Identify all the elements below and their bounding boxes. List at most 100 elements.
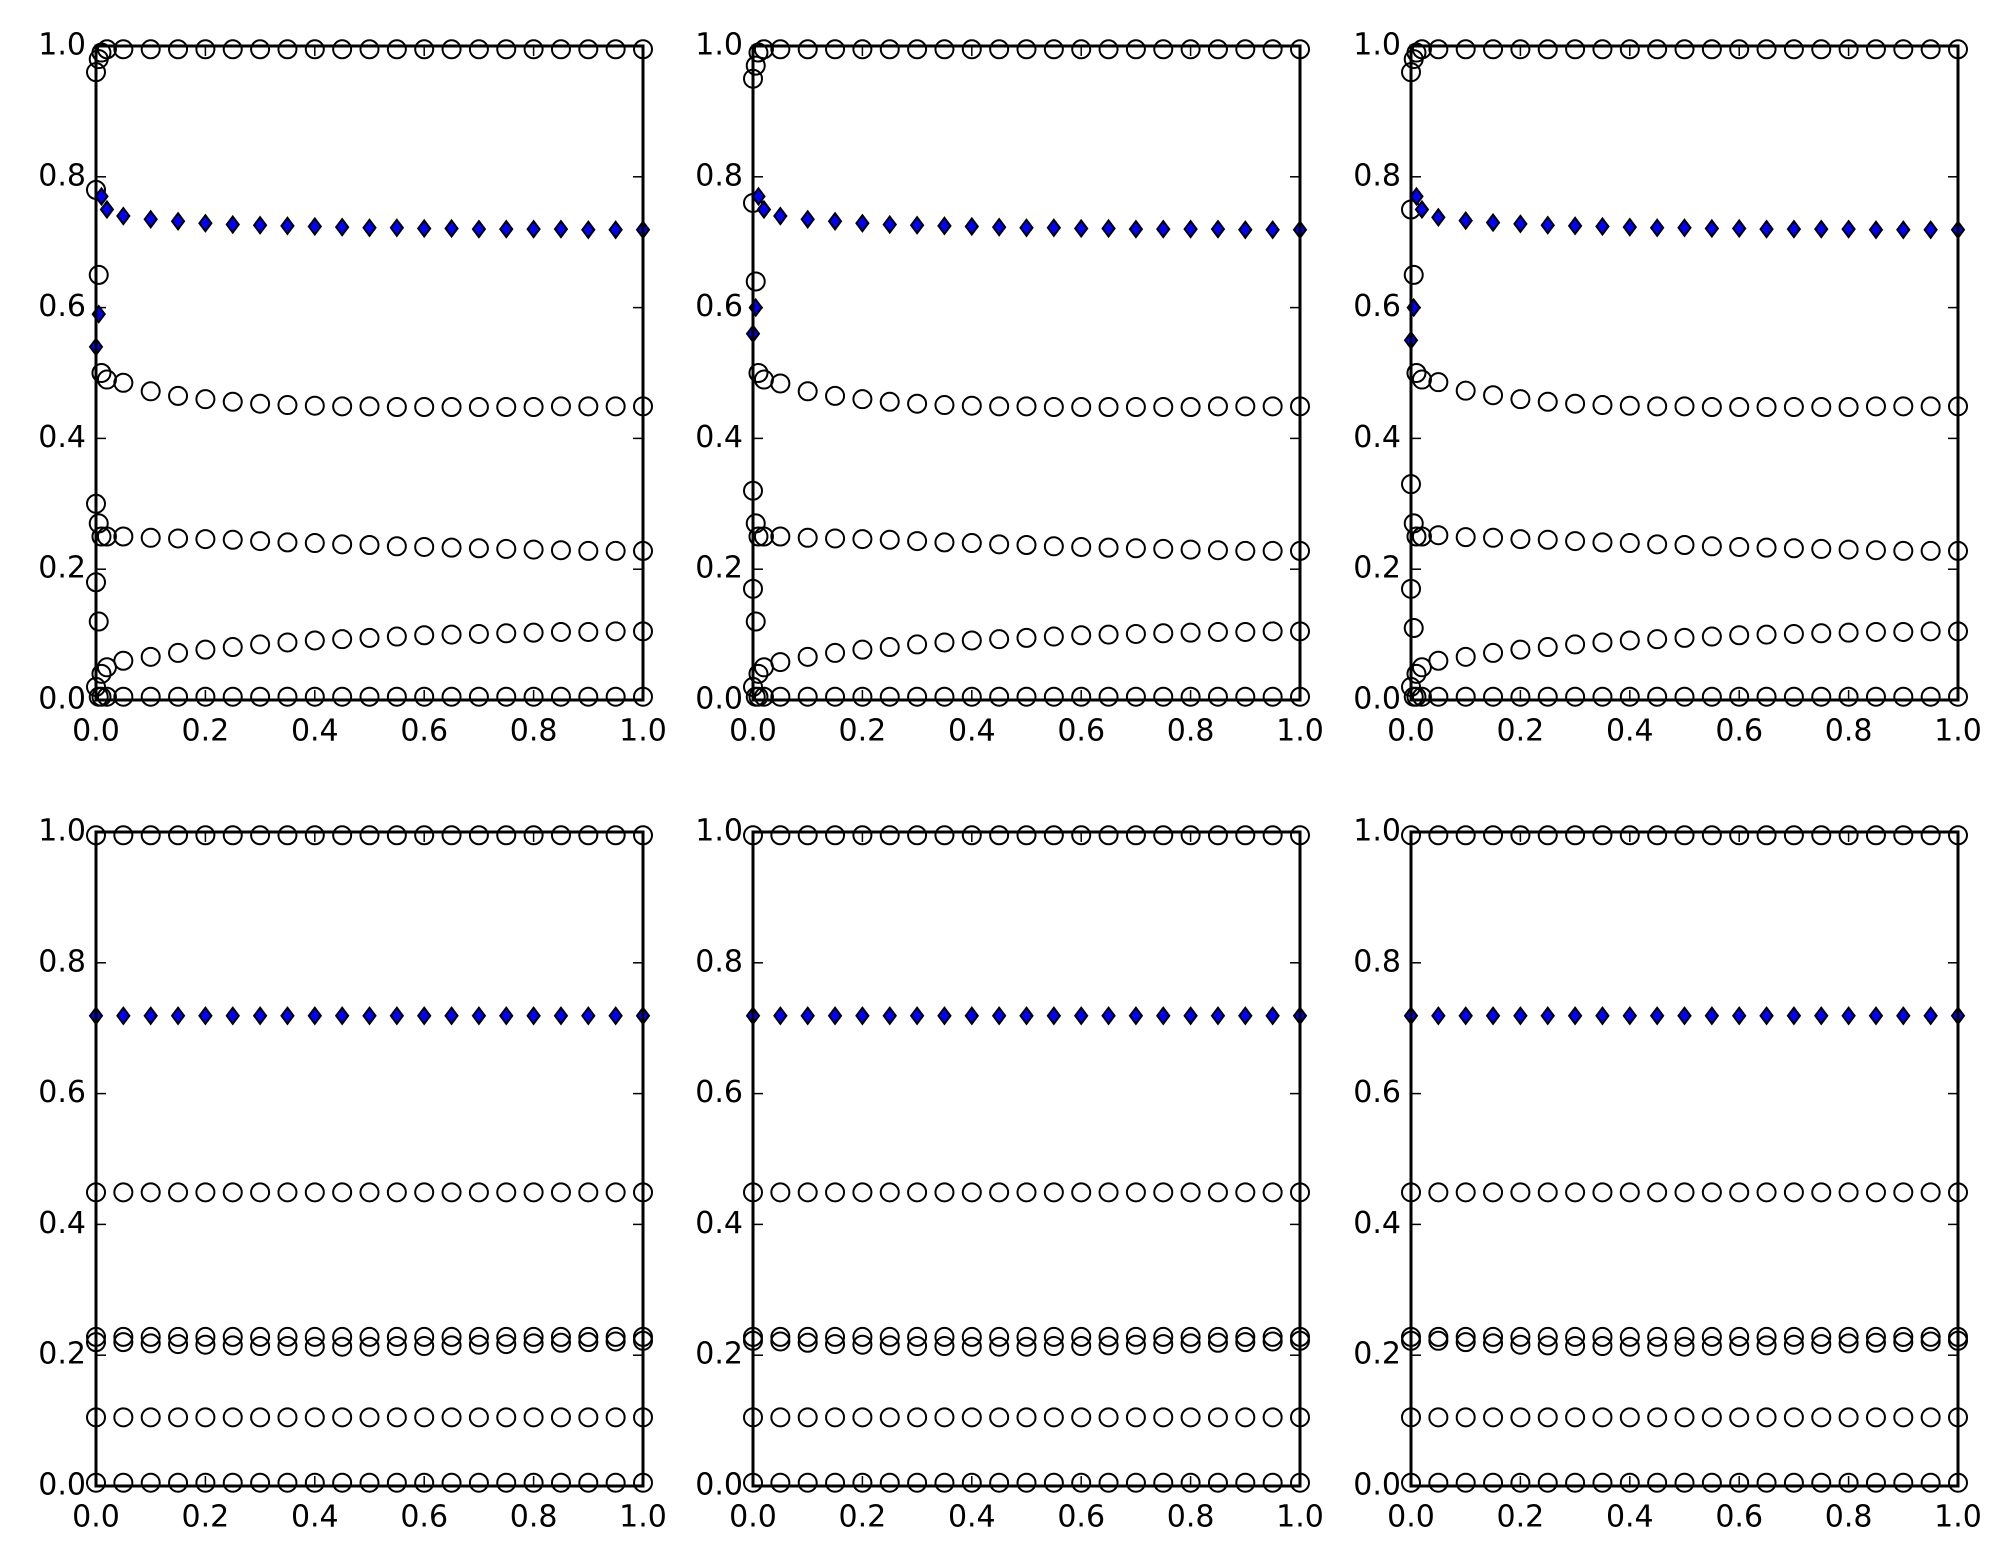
data-point	[1674, 686, 1695, 707]
data-point	[1868, 220, 1884, 240]
data-point	[359, 1182, 380, 1203]
data-point	[879, 529, 900, 550]
data-point	[797, 646, 818, 667]
data-point	[1893, 825, 1914, 846]
data-point	[113, 1407, 134, 1428]
x-tick-label: 0.0	[72, 1500, 120, 1535]
data-point	[1235, 825, 1256, 846]
data-point	[1071, 1472, 1092, 1493]
data-point	[907, 1407, 928, 1428]
data-point	[468, 686, 489, 707]
data-point	[1647, 534, 1668, 555]
data-point	[1043, 1407, 1064, 1428]
data-point	[909, 1006, 925, 1026]
data-point	[1783, 825, 1804, 846]
data-point	[386, 536, 407, 557]
data-point	[1811, 686, 1832, 707]
data-point	[1865, 1326, 1886, 1347]
data-point	[1098, 825, 1119, 846]
data-point	[1262, 1472, 1283, 1493]
data-point	[1701, 626, 1722, 647]
data-point	[1071, 825, 1092, 846]
data-point	[1920, 1472, 1941, 1493]
data-point	[907, 1472, 928, 1493]
data-point	[1510, 39, 1531, 60]
data-point	[1098, 1326, 1119, 1347]
data-point	[1101, 1006, 1116, 1026]
data-point	[1483, 825, 1504, 846]
data-point	[195, 686, 216, 707]
data-point	[1016, 1326, 1037, 1347]
data-point	[334, 1006, 350, 1026]
data-point	[1647, 1182, 1668, 1203]
x-tick-label: 0.0	[1387, 1500, 1435, 1535]
data-point	[1458, 210, 1473, 231]
data-point	[496, 1407, 517, 1428]
x-tick-label: 0.6	[1057, 1500, 1105, 1535]
data-point	[1759, 219, 1774, 239]
data-point	[1235, 1407, 1256, 1428]
data-point	[116, 206, 131, 226]
data-point	[250, 686, 271, 707]
data-point	[1677, 218, 1692, 238]
data-point	[1647, 1407, 1668, 1428]
data-point	[1210, 219, 1226, 239]
data-point	[195, 529, 216, 550]
data-point	[1262, 825, 1283, 846]
data-point	[1125, 686, 1146, 707]
data-point	[578, 621, 599, 642]
data-point	[1756, 1326, 1777, 1347]
data-point	[1180, 622, 1201, 643]
data-point	[168, 1472, 189, 1493]
data-point	[852, 1334, 873, 1355]
data-point	[441, 1326, 462, 1347]
data-point	[523, 397, 544, 418]
data-point	[1125, 825, 1146, 846]
data-point	[1098, 537, 1119, 558]
x-tick-label: 0.6	[400, 1500, 448, 1535]
data-point	[1701, 825, 1722, 846]
data-point	[1920, 540, 1941, 561]
data-point	[797, 1182, 818, 1203]
data-point	[140, 1326, 161, 1347]
data-point	[1537, 529, 1558, 550]
data-point	[1235, 39, 1256, 60]
x-tick-label: 1.0	[1934, 714, 1982, 749]
data-point	[1565, 1472, 1586, 1493]
data-point	[550, 686, 571, 707]
data-point	[800, 209, 815, 229]
data-point	[1510, 389, 1531, 410]
y-tick-label: 0.6	[695, 1075, 743, 1110]
data-point	[770, 39, 791, 60]
y-tick-label: 0.2	[38, 1337, 86, 1372]
data-point	[222, 825, 243, 846]
data-point	[1043, 1326, 1064, 1347]
data-point	[1262, 686, 1283, 707]
data-point	[222, 1335, 243, 1356]
data-point	[1756, 39, 1777, 60]
data-point	[1428, 1182, 1449, 1203]
data-point	[222, 686, 243, 707]
data-point	[91, 686, 112, 707]
data-point	[1565, 1326, 1586, 1347]
data-point	[797, 825, 818, 846]
data-point	[140, 825, 161, 846]
data-point	[332, 1182, 353, 1203]
data-point	[1701, 1326, 1722, 1347]
data-point	[1920, 1407, 1941, 1428]
data-point	[1016, 686, 1037, 707]
data-point	[550, 396, 571, 417]
x-tick-label: 0.4	[948, 1500, 996, 1535]
data-point	[96, 39, 117, 60]
y-tick-label: 0.4	[38, 1206, 86, 1241]
subplot: 0.0 0.2 0.4 0.6 0.8 1.0 0.0 0.2 0.4 0.6 0.8 1.0	[38, 814, 667, 1535]
data-point	[1098, 1335, 1119, 1356]
data-point	[1701, 1472, 1722, 1493]
data-point	[578, 1407, 599, 1428]
data-point	[250, 1182, 271, 1203]
data-point	[198, 213, 213, 233]
x-tick-label: 0.8	[1167, 1500, 1215, 1535]
data-point	[250, 1326, 271, 1347]
y-tick-label: 0.2	[38, 551, 86, 586]
data-point	[1865, 621, 1886, 642]
